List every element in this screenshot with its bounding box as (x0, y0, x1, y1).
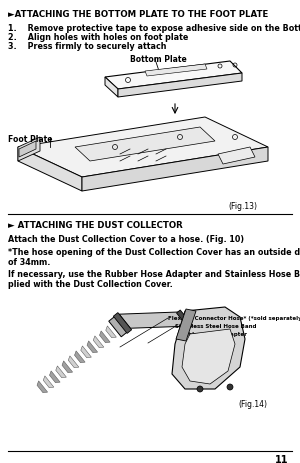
Text: *The hose opening of the Dust Collection Cover has an outside diameter
of 34mm.: *The hose opening of the Dust Collection… (8, 247, 300, 267)
Text: (Fig.14): (Fig.14) (238, 399, 267, 408)
Polygon shape (18, 138, 40, 162)
Text: 3.    Press firmly to securely attach: 3. Press firmly to securely attach (8, 42, 166, 51)
Text: Foot Plate: Foot Plate (8, 135, 52, 144)
Polygon shape (62, 361, 73, 373)
Text: 11: 11 (275, 454, 289, 463)
Text: 2.    Align holes with holes on foot plate: 2. Align holes with holes on foot plate (8, 33, 188, 42)
Polygon shape (81, 346, 92, 358)
Polygon shape (105, 78, 118, 98)
Circle shape (197, 386, 203, 392)
Text: 1.    Remove protective tape to expose adhesive side on the Bottom Plate.: 1. Remove protective tape to expose adhe… (8, 24, 300, 33)
Polygon shape (74, 351, 85, 363)
Polygon shape (182, 329, 235, 384)
Polygon shape (109, 314, 130, 337)
Polygon shape (87, 341, 98, 353)
Text: ► ATTACHING THE DUST COLLECTOR: ► ATTACHING THE DUST COLLECTOR (8, 220, 183, 230)
Polygon shape (56, 366, 66, 378)
Polygon shape (106, 326, 116, 338)
Polygon shape (176, 309, 196, 341)
Polygon shape (218, 148, 255, 165)
Polygon shape (176, 310, 193, 329)
Polygon shape (172, 307, 245, 389)
Text: If necessary, use the Rubber Hose Adapter and Stainless Hose Band sup-
plied wit: If necessary, use the Rubber Hose Adapte… (8, 269, 300, 289)
Text: Attach the Dust Collection Cover to a hose. (Fig. 10): Attach the Dust Collection Cover to a ho… (8, 234, 244, 244)
Text: Stainless Steel Hose Band: Stainless Steel Hose Band (175, 323, 256, 328)
Polygon shape (18, 148, 82, 192)
Polygon shape (119, 313, 190, 329)
Polygon shape (68, 356, 79, 368)
Text: ►ATTACHING THE BOTTOM PLATE TO THE FOOT PLATE: ►ATTACHING THE BOTTOM PLATE TO THE FOOT … (8, 10, 268, 19)
Polygon shape (43, 376, 54, 388)
Text: Flexible Connector Hose* (*sold separately): Flexible Connector Hose* (*sold separate… (168, 315, 300, 320)
Polygon shape (105, 62, 242, 90)
Polygon shape (82, 148, 268, 192)
Polygon shape (118, 74, 242, 98)
Polygon shape (113, 313, 132, 334)
Text: (Fig.13): (Fig.13) (228, 201, 257, 211)
Polygon shape (145, 65, 207, 77)
Text: Rubber Hose Adapter: Rubber Hose Adapter (180, 332, 247, 336)
Polygon shape (18, 118, 268, 178)
Polygon shape (75, 128, 215, 162)
Text: Bottom Plate: Bottom Plate (130, 55, 187, 64)
Polygon shape (37, 381, 48, 393)
Polygon shape (93, 336, 104, 348)
Polygon shape (100, 331, 110, 343)
Polygon shape (19, 142, 36, 158)
Polygon shape (50, 371, 60, 383)
Circle shape (227, 384, 233, 390)
